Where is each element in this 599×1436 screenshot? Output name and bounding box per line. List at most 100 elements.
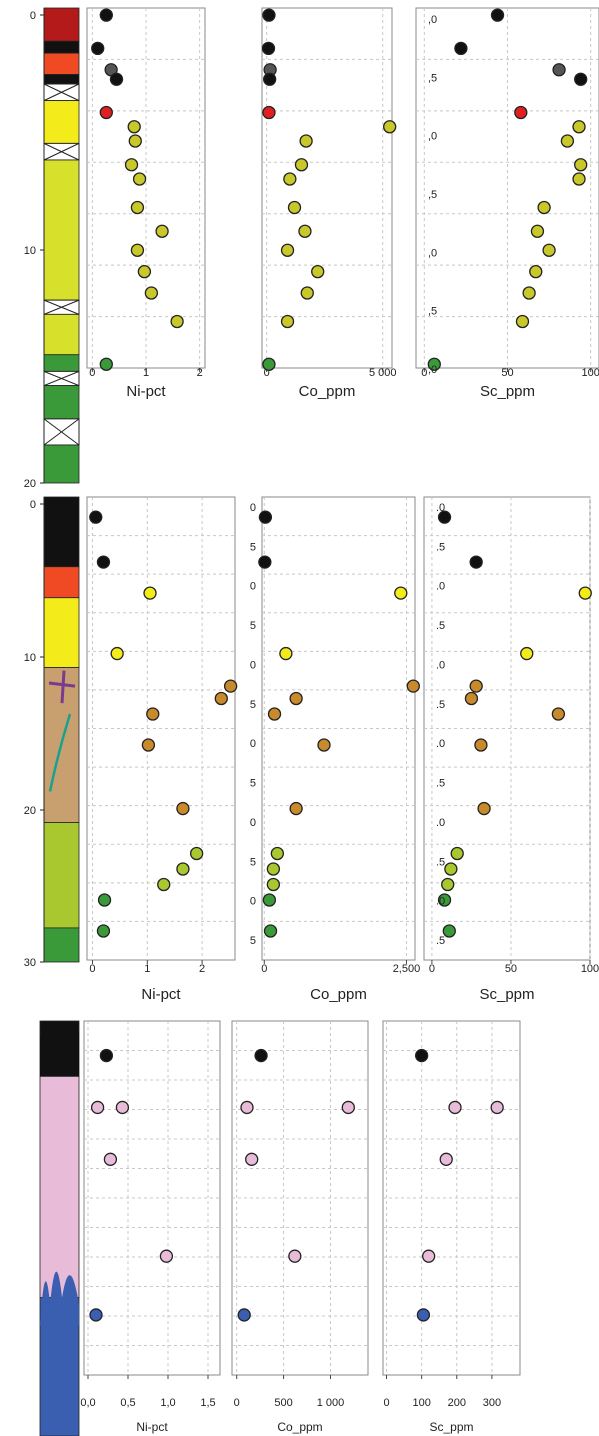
cropped-depth-label: .5 — [436, 620, 445, 632]
depth-tick-label: 10 — [24, 245, 36, 257]
data-point — [262, 893, 277, 907]
cropped-depth-label: .0 — [436, 581, 445, 593]
column-sc_ppm: 0 50 100 Sc_ppm — [423, 496, 599, 1003]
x-axis-label: Co_ppm — [277, 1420, 322, 1434]
x-tick-label: 0,0 — [80, 1397, 95, 1409]
data-point — [90, 1100, 105, 1115]
data-point — [223, 679, 238, 693]
data-point — [263, 924, 278, 938]
cropped-depth-label: 5 — [250, 620, 256, 632]
data-point — [96, 924, 111, 938]
depth-tick-label: 30 — [24, 957, 36, 969]
data-point — [464, 691, 479, 706]
data-point — [89, 510, 103, 524]
cropped-depth-label: 0 — [250, 738, 256, 750]
x-tick-label: 1 — [143, 367, 149, 379]
lithology-column — [43, 496, 80, 963]
depth-tick-label: 0 — [30, 499, 36, 511]
data-point — [317, 738, 331, 752]
data-point — [422, 1249, 436, 1263]
x-tick-label: 500 — [274, 1397, 292, 1409]
x-axis-label: Sc_ppm — [479, 986, 534, 1003]
data-point — [522, 286, 536, 300]
x-tick-label: 0 — [429, 963, 435, 975]
cropped-depth-label: .0 — [436, 896, 445, 908]
x-tick-label: 1 — [144, 963, 150, 975]
data-point — [110, 646, 124, 661]
x-tick-label: 0 — [89, 367, 95, 379]
x-tick-label: 0 — [89, 963, 95, 975]
lithology-unit — [43, 100, 80, 144]
data-point — [266, 862, 281, 876]
data-point — [469, 555, 483, 569]
data-point — [280, 314, 295, 329]
lithology-unit — [43, 40, 80, 54]
fracture-symbol — [48, 713, 72, 792]
data-point — [448, 1100, 462, 1115]
cropped-depth-label: ,5 — [428, 72, 437, 84]
data-point — [189, 846, 204, 861]
lithology-unit — [43, 822, 80, 929]
data-point — [514, 105, 528, 120]
cropped-depth-label: 5 — [250, 935, 256, 947]
depth-tick-label: 10 — [24, 652, 36, 664]
cropped-depth-label: 0 — [250, 502, 256, 514]
data-point — [267, 707, 282, 721]
cropped-depth-label: .5 — [436, 541, 445, 553]
cropped-depth-label: .0 — [436, 738, 445, 750]
cropped-depth-label: 0 — [250, 581, 256, 593]
data-point — [427, 357, 441, 371]
data-point — [155, 224, 169, 238]
data-point — [572, 172, 586, 186]
data-point — [441, 877, 455, 892]
data-point — [99, 1048, 114, 1063]
x-tick-label: 1,0 — [160, 1397, 175, 1409]
cropped-depth-label: .0 — [436, 502, 445, 514]
data-point — [115, 1100, 130, 1115]
data-point — [262, 357, 276, 371]
plot-frame — [261, 496, 416, 961]
cropped-depth-label: .0 — [436, 817, 445, 829]
x-axis-label: Ni-pct — [136, 1420, 168, 1434]
data-point — [394, 586, 408, 600]
cropped-depth-label: ,0 — [428, 14, 437, 26]
data-point — [477, 801, 491, 816]
data-point — [99, 8, 113, 22]
x-axis-label: Sc_ppm — [480, 383, 535, 400]
data-point — [214, 691, 228, 706]
column-co_ppm: 0 5 000 Co_ppm — [261, 7, 397, 400]
vein-symbol — [48, 670, 76, 704]
data-point — [176, 862, 190, 876]
x-tick-label: 2,500 — [393, 963, 421, 975]
data-point — [254, 1048, 268, 1063]
depth-tick-label: 20 — [24, 478, 36, 490]
x-tick-label: 5 000 — [369, 367, 397, 379]
data-point — [262, 8, 276, 22]
data-point — [574, 158, 588, 172]
cropped-depth-label: 5 — [250, 699, 256, 711]
data-point — [578, 586, 592, 600]
data-point — [132, 172, 147, 186]
lithology-unit — [43, 52, 80, 75]
data-point — [137, 264, 152, 279]
cropped-depth-label: 5 — [250, 541, 256, 553]
cropped-depth-label: .5 — [436, 778, 445, 790]
data-point — [437, 510, 452, 524]
plot-frame — [261, 7, 393, 369]
x-tick-label: 0 — [264, 367, 270, 379]
x-tick-label: 2 — [197, 367, 203, 379]
core-gap-cross — [43, 142, 80, 161]
column-ni-pct: 0,0 0,5 1,0 1,5 Ni-pct — [80, 1020, 221, 1434]
cap-rock — [40, 1021, 79, 1077]
x-tick-label: 100 — [581, 963, 599, 975]
lithology-unit — [43, 385, 80, 420]
data-point — [240, 1100, 254, 1115]
data-point — [299, 134, 313, 148]
data-point — [91, 41, 105, 56]
data-point — [551, 707, 566, 721]
cropped-depth-label: ,5 — [428, 189, 437, 201]
lithology-unit — [43, 927, 80, 963]
data-point — [490, 8, 505, 22]
x-tick-label: 50 — [501, 367, 513, 379]
